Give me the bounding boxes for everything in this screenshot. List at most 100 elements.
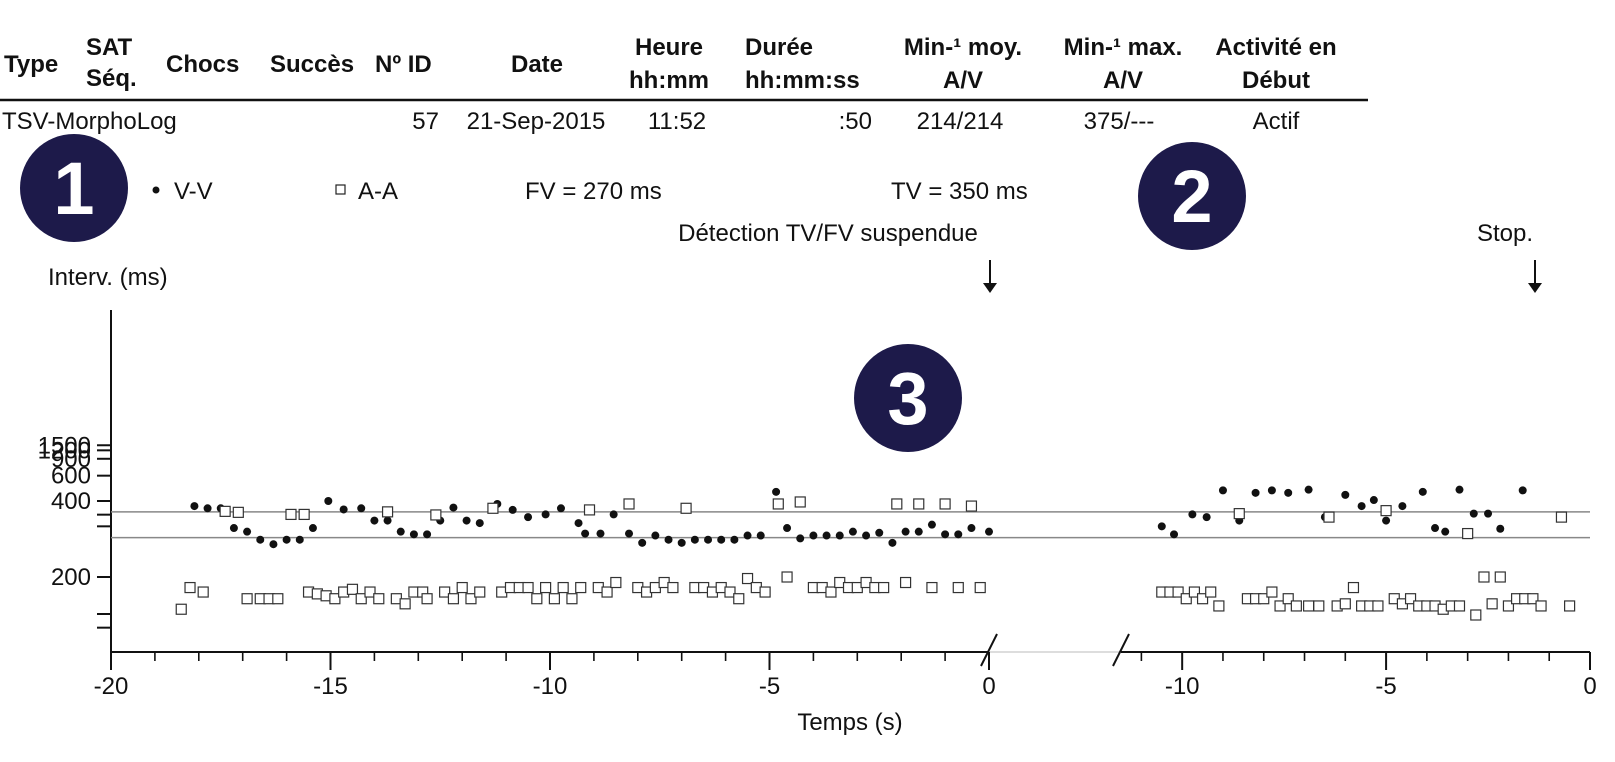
vv-point [1441,527,1450,536]
aa-point [878,581,890,594]
legend-vv-marker [152,186,160,194]
vv-point [809,531,818,540]
aa-point [891,498,903,510]
aa-point [1196,593,1209,605]
vv-point [677,538,686,547]
aa-point [575,581,587,594]
header-duree: Durée [745,34,813,61]
aa-point [1470,609,1482,621]
aa-point [825,586,837,598]
aa-point [1502,600,1515,612]
aa-point [1494,571,1506,583]
axis-break-mark [1112,633,1130,667]
aa-point [522,581,534,594]
vv-point [625,529,634,538]
vv-point [927,520,936,529]
vv-point [1484,509,1493,518]
aa-point [794,496,806,508]
vv-point [1218,486,1227,495]
aa-point [346,583,359,595]
vv-point [1382,516,1391,525]
aa-point [1380,505,1392,517]
vv-point [256,535,265,544]
badge-3-label: 3 [887,357,928,440]
vv-point [295,535,304,544]
aa-point [421,593,433,605]
vv-point [1418,487,1427,496]
aa-point [364,586,376,598]
vv-point [822,531,831,540]
x-tick-label: -5 [1375,673,1396,700]
aa-point [952,581,964,594]
aa-point [733,593,745,605]
header-heure: Heure [635,34,703,61]
vv-point [203,504,212,513]
y-tick-label: 400 [51,488,91,515]
vv-point [704,535,713,544]
vv-point [848,527,857,536]
vv-point [743,531,752,540]
vv-point [772,487,781,496]
cell-heure: 11:52 [648,108,706,135]
vv-point [581,529,590,538]
badge-3-circle [854,344,962,452]
vv-point [875,528,884,537]
cell-activite: Actif [1253,108,1300,135]
y-tick-label: 600 [51,463,91,490]
legend-aa-label: A-A [358,178,398,205]
cell-date: 21-Sep-2015 [467,108,606,135]
vv-point [475,519,484,528]
aa-point [623,498,635,510]
aa-point [680,502,692,514]
table-row: TSV-MorphoLog 57 21-Sep-2015 11:52 :50 2… [2,108,1300,135]
y-tick-label: 200 [51,564,91,591]
aa-point [465,593,477,605]
x-tick-label: -20 [94,673,129,700]
aa-point [1180,593,1192,605]
vv-point [541,510,550,519]
aa-point [601,586,613,598]
y-tick-label: 900 [51,446,91,473]
arrow-stop [1528,260,1542,293]
vv-point [690,535,699,544]
legend-aa-marker [335,184,346,195]
x-tick-label: 0 [1583,673,1596,700]
cell-duree: :50 [839,108,872,135]
aa-point [1323,511,1335,523]
vv-point [1304,485,1313,494]
aa-point [399,598,411,610]
aa-point [939,498,951,510]
badge-2: 2 [1138,142,1246,250]
header-date: Date [511,51,563,78]
aa-point [184,581,196,594]
vv-point [1284,488,1293,497]
vv-point [1369,496,1378,505]
badge-1: 1 [20,134,128,242]
aa-point [219,505,231,517]
vv-point [1202,513,1211,522]
vv-point [638,538,647,547]
aa-point [1266,586,1278,598]
vv-point [664,535,673,544]
vv-point [967,524,976,533]
y-axis-label: Interv. (ms) [48,264,168,291]
aa-point [474,586,486,598]
annotation-stop: Stop. [1477,220,1533,247]
legend: V-V A-A FV = 270 ms TV = 350 ms [152,178,1028,205]
aa-point [583,504,596,516]
aa-point [1213,600,1225,612]
vv-point [423,530,432,539]
annotation-suspend: Détection TV/FV suspendue [678,220,978,247]
aa-point [1282,593,1294,605]
cell-moy: 214/214 [917,108,1004,135]
header-chocs: Chocs [166,51,239,78]
header-sat: SAT [86,34,133,61]
badge-2-circle [1138,142,1246,250]
vv-point [796,534,805,543]
aa-point [373,593,385,605]
vv-point [524,513,533,522]
aa-point [1274,600,1286,612]
vv-point [609,510,618,519]
vv-point [985,527,993,536]
